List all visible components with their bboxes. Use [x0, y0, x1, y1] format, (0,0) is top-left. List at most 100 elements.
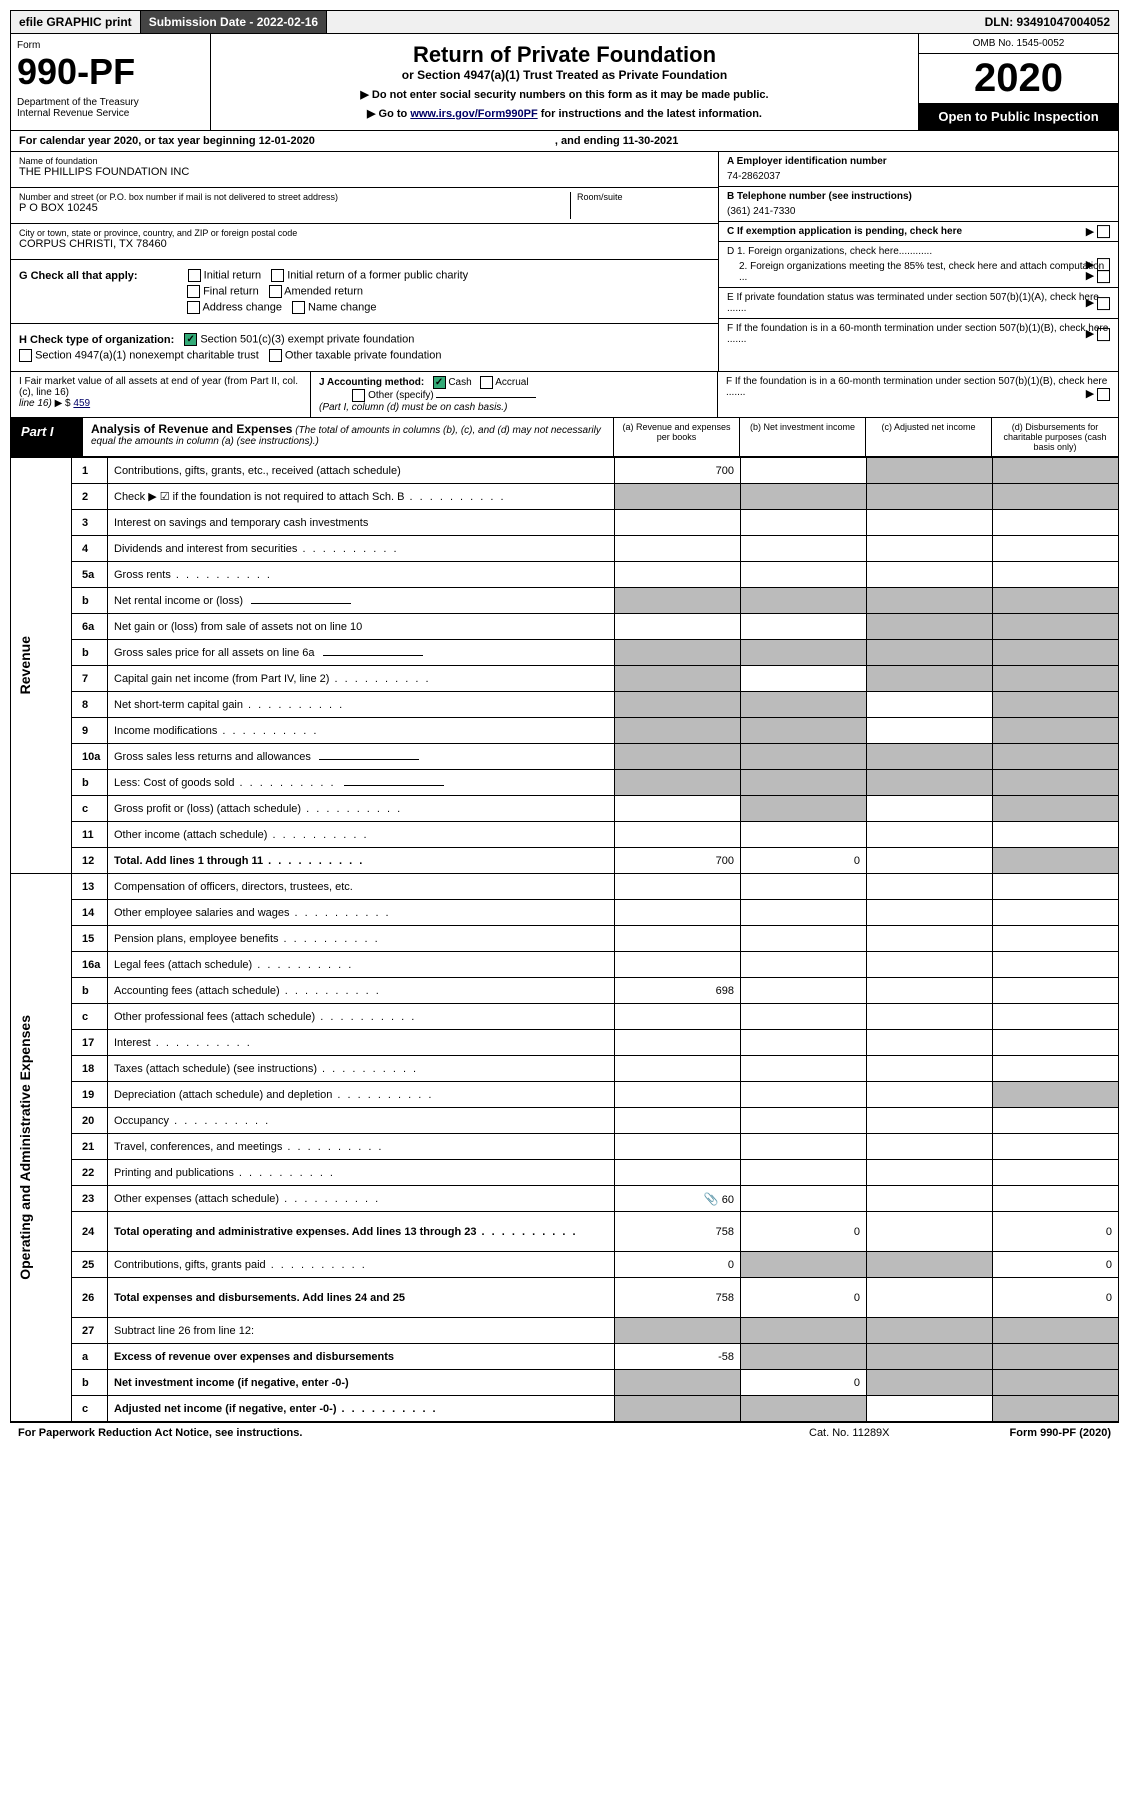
line-number: 24 — [72, 1212, 108, 1252]
addr-change-checkbox[interactable] — [187, 301, 200, 314]
revenue-side-label: Revenue — [17, 636, 33, 694]
4947-label: Section 4947(a)(1) nonexempt charitable … — [35, 349, 259, 361]
table-row: 3Interest on savings and temporary cash … — [11, 510, 1119, 536]
amount-cell — [741, 1004, 867, 1030]
amount-cell — [741, 1396, 867, 1422]
addr-change-label: Address change — [202, 301, 282, 313]
amount-cell — [867, 770, 993, 796]
amount-cell — [867, 536, 993, 562]
page-footer: For Paperwork Reduction Act Notice, see … — [10, 1422, 1119, 1443]
other-method-checkbox[interactable] — [352, 389, 365, 402]
60month-checkbox-2[interactable] — [1097, 388, 1110, 401]
cash-checkbox[interactable] — [433, 376, 446, 389]
initial-former-checkbox[interactable] — [271, 269, 284, 282]
amount-cell: 758 — [615, 1212, 741, 1252]
table-row: 4Dividends and interest from securities — [11, 536, 1119, 562]
line-number: 12 — [72, 848, 108, 874]
table-row: 16aLegal fees (attach schedule) — [11, 952, 1119, 978]
city-label: City or town, state or province, country… — [19, 228, 710, 238]
exemption-pending-checkbox[interactable] — [1097, 225, 1110, 238]
amount-cell — [741, 640, 867, 666]
name-change-checkbox[interactable] — [292, 301, 305, 314]
amount-cell — [867, 640, 993, 666]
line-text: Excess of revenue over expenses and disb… — [108, 1344, 615, 1370]
line-text: Other professional fees (attach schedule… — [108, 1004, 615, 1030]
amount-cell — [741, 1186, 867, 1212]
amount-cell: -58 — [615, 1344, 741, 1370]
final-return-checkbox[interactable] — [187, 285, 200, 298]
section-g: G Check all that apply: Initial return I… — [11, 260, 718, 324]
line-number: b — [72, 1370, 108, 1396]
60month-checkbox[interactable] — [1097, 328, 1110, 341]
501c3-checkbox[interactable] — [184, 333, 197, 346]
amount-cell — [615, 484, 741, 510]
table-row: 27Subtract line 26 from line 12: — [11, 1318, 1119, 1344]
amount-cell — [741, 458, 867, 484]
amount-cell — [615, 614, 741, 640]
line-number: 22 — [72, 1160, 108, 1186]
amount-cell — [741, 796, 867, 822]
amount-cell — [741, 744, 867, 770]
amount-cell — [867, 848, 993, 874]
amount-cell — [741, 978, 867, 1004]
col-b-header: (b) Net investment income — [740, 418, 866, 456]
city-state-zip: CORPUS CHRISTI, TX 78460 — [19, 238, 710, 250]
amount-cell — [741, 1252, 867, 1278]
line-text: Legal fees (attach schedule) — [108, 952, 615, 978]
cat-number: Cat. No. 11289X — [809, 1427, 890, 1439]
line-text: Capital gain net income (from Part IV, l… — [108, 666, 615, 692]
instructions-link[interactable]: www.irs.gov/Form990PF — [410, 108, 537, 120]
table-row: 22Printing and publications — [11, 1160, 1119, 1186]
amount-cell — [615, 874, 741, 900]
form-subtitle: or Section 4947(a)(1) Trust Treated as P… — [219, 68, 910, 82]
amount-cell — [615, 1108, 741, 1134]
table-row: 19Depreciation (attach schedule) and dep… — [11, 1082, 1119, 1108]
amount-cell — [867, 1186, 993, 1212]
table-row: 9Income modifications — [11, 718, 1119, 744]
col-a-header: (a) Revenue and expenses per books — [614, 418, 740, 456]
attachment-icon[interactable]: 📎 — [704, 1192, 719, 1206]
table-row: 6aNet gain or (loss) from sale of assets… — [11, 614, 1119, 640]
table-row: 8Net short-term capital gain — [11, 692, 1119, 718]
amount-cell — [993, 1082, 1119, 1108]
amount-cell — [741, 952, 867, 978]
amount-cell — [993, 614, 1119, 640]
amount-cell: 0 — [993, 1278, 1119, 1318]
table-row: Operating and Administrative Expenses13C… — [11, 874, 1119, 900]
initial-former-label: Initial return of a former public charit… — [287, 269, 468, 281]
amount-cell — [741, 536, 867, 562]
line-text: Travel, conferences, and meetings — [108, 1134, 615, 1160]
amount-cell — [741, 1134, 867, 1160]
4947-checkbox[interactable] — [19, 349, 32, 362]
terminated-checkbox[interactable] — [1097, 297, 1110, 310]
foreign-85-checkbox[interactable] — [1097, 270, 1110, 283]
line-text: Gross sales less returns and allowances — [108, 744, 615, 770]
note-1: ▶ Do not enter social security numbers o… — [219, 88, 910, 101]
amount-cell — [867, 744, 993, 770]
table-row: 7Capital gain net income (from Part IV, … — [11, 666, 1119, 692]
line-number: 13 — [72, 874, 108, 900]
other-taxable-checkbox[interactable] — [269, 349, 282, 362]
amount-cell — [867, 1318, 993, 1344]
other-taxable-label: Other taxable private foundation — [285, 349, 442, 361]
expenses-side-label: Operating and Administrative Expenses — [17, 1015, 33, 1280]
form-header: Form 990-PF Department of the Treasury I… — [10, 34, 1119, 131]
table-row: 23Other expenses (attach schedule)📎 60 — [11, 1186, 1119, 1212]
initial-return-checkbox[interactable] — [188, 269, 201, 282]
amount-cell — [615, 1160, 741, 1186]
amended-checkbox[interactable] — [269, 285, 282, 298]
accrual-checkbox[interactable] — [480, 376, 493, 389]
amount-cell — [741, 510, 867, 536]
amount-cell — [867, 588, 993, 614]
amount-cell — [867, 1252, 993, 1278]
amount-cell — [993, 1134, 1119, 1160]
line-number: 15 — [72, 926, 108, 952]
amount-cell — [867, 1212, 993, 1252]
amount-cell — [741, 822, 867, 848]
line-text: Dividends and interest from securities — [108, 536, 615, 562]
name-change-label: Name change — [308, 301, 377, 313]
line-number: 4 — [72, 536, 108, 562]
table-row: 17Interest — [11, 1030, 1119, 1056]
section-h: H Check type of organization: Section 50… — [11, 324, 718, 371]
amount-cell: 📎 60 — [615, 1186, 741, 1212]
